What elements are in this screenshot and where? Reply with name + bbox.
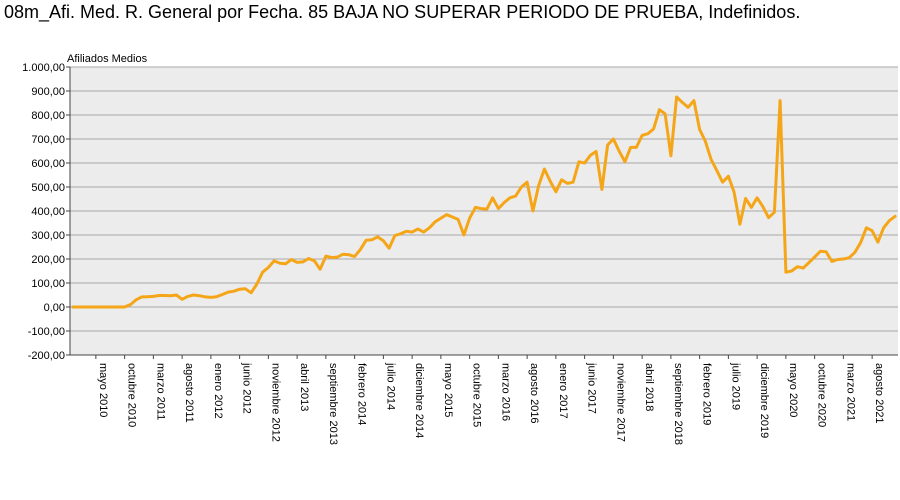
y-tick-label: -100,00 xyxy=(28,326,65,338)
x-tick-label: marzo 2011 xyxy=(154,363,166,420)
x-tick-label: diciembre 2019 xyxy=(758,363,770,438)
x-tick-label: febrero 2019 xyxy=(701,363,713,425)
x-tick-label: enero 2012 xyxy=(212,363,224,419)
y-tick-label: 600,00 xyxy=(31,158,65,170)
x-tick-label: mayo 2015 xyxy=(442,363,454,417)
x-tick-label: agosto 2016 xyxy=(528,363,540,424)
x-tick-label: junio 2017 xyxy=(586,362,598,414)
x-tick-label: septiembre 2013 xyxy=(327,363,339,445)
x-tick-label: agosto 2021 xyxy=(873,363,885,424)
x-tick-label: julio 2019 xyxy=(729,362,741,410)
x-tick-label: mayo 2010 xyxy=(97,363,109,417)
x-tick-label: octubre 2015 xyxy=(471,363,483,427)
x-tick-label: mayo 2020 xyxy=(787,363,799,417)
y-tick-label: 100,00 xyxy=(31,278,65,290)
x-tick-label: agosto 2011 xyxy=(183,363,195,423)
y-tick-label: 700,00 xyxy=(31,134,65,146)
x-tick-label: diciembre 2014 xyxy=(413,363,425,438)
y-axis-label: Afiliados Medios xyxy=(67,53,148,65)
y-tick-label: 400,00 xyxy=(31,206,65,218)
y-tick-label: 900,00 xyxy=(31,86,65,98)
chart-title: 08m_Afi. Med. R. General por Fecha. 85 B… xyxy=(4,2,801,22)
x-tick-label: enero 2017 xyxy=(557,363,569,419)
y-tick-label: 0,00 xyxy=(44,302,65,314)
x-tick-label: abril 2018 xyxy=(643,363,655,411)
x-tick-label: noviembre 2017 xyxy=(614,363,626,442)
y-tick-label: 500,00 xyxy=(31,182,65,194)
x-tick-label: julio 2014 xyxy=(384,362,396,410)
y-tick-label: 800,00 xyxy=(31,110,65,122)
y-tick-label: 200,00 xyxy=(31,254,65,266)
x-tick-label: noviembre 2012 xyxy=(269,363,281,442)
x-tick-label: septiembre 2018 xyxy=(672,363,684,445)
x-tick-label: marzo 2021 xyxy=(844,363,856,421)
y-tick-label: 300,00 xyxy=(31,230,65,242)
x-tick-label: junio 2012 xyxy=(241,362,253,414)
x-tick-label: abril 2013 xyxy=(298,363,310,411)
series-line xyxy=(71,95,897,309)
x-tick-label: marzo 2016 xyxy=(499,363,511,421)
x-tick-label: octubre 2010 xyxy=(126,363,138,427)
x-tick-label: febrero 2014 xyxy=(356,363,368,425)
x-tick-label: octubre 2020 xyxy=(816,363,828,427)
y-tick-label: -200,00 xyxy=(28,350,65,362)
y-tick-label: 1.000,00 xyxy=(22,62,65,74)
